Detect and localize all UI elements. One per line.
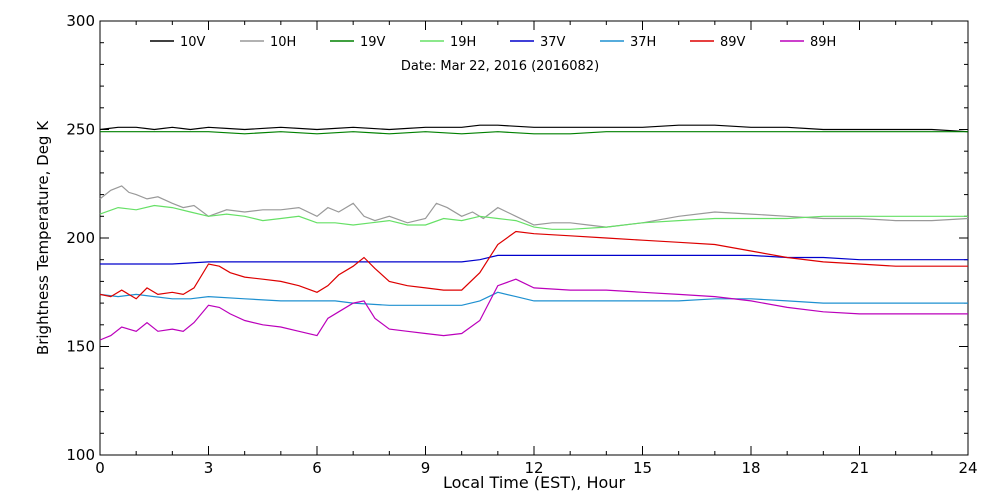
series-line-37h [99, 291, 968, 306]
y-tick-label: 200 [66, 229, 95, 247]
series-line-37v [100, 254, 968, 265]
y-tick-label: 300 [66, 12, 95, 30]
legend-label-89v: 89V [720, 35, 746, 50]
legend-label-37v: 37V [540, 35, 566, 50]
y-tick-label: 250 [66, 121, 95, 139]
series-line-89v [99, 230, 968, 300]
legend-label-19v: 19V [360, 35, 386, 50]
y-tick-label: 100 [66, 446, 95, 464]
legend-label-37h: 37H [630, 35, 656, 50]
x-tick-label: 6 [312, 459, 322, 477]
x-tick-label: 0 [95, 459, 105, 477]
legend: 10V 10H 19V 19H 37V 37H 89V 89H [150, 35, 836, 50]
series-line-10v [99, 124, 969, 133]
series-line-89h [99, 278, 968, 341]
chart-subtitle: Date: Mar 22, 2016 (2016082) [401, 59, 599, 74]
legend-label-10h: 10H [270, 35, 296, 50]
legend-label-19h: 19H [450, 35, 476, 50]
x-tick-label: 9 [421, 459, 431, 477]
series-lines [99, 124, 969, 341]
x-tick-label: 12 [524, 459, 543, 477]
legend-label-10v: 10V [180, 35, 206, 50]
x-tick-label: 24 [958, 459, 977, 477]
y-tick-label: 150 [66, 338, 95, 356]
x-tick-label: 21 [850, 459, 869, 477]
x-axis-label: Local Time (EST), Hour [443, 473, 625, 492]
legend-label-89h: 89H [810, 35, 836, 50]
y-axis-label: Brightness Temperature, Deg K [34, 120, 52, 355]
x-tick-label: 15 [633, 459, 652, 477]
series-line-19h [99, 204, 968, 230]
series-line-19v [100, 131, 968, 135]
x-tick-label: 3 [204, 459, 214, 477]
series-line-10h [99, 185, 969, 228]
axis-ticks: 0 3 6 9 12 15 18 21 24 100 150 200 250 300 [66, 12, 977, 477]
plot-frame [99, 20, 969, 456]
x-tick-label: 18 [741, 459, 760, 477]
